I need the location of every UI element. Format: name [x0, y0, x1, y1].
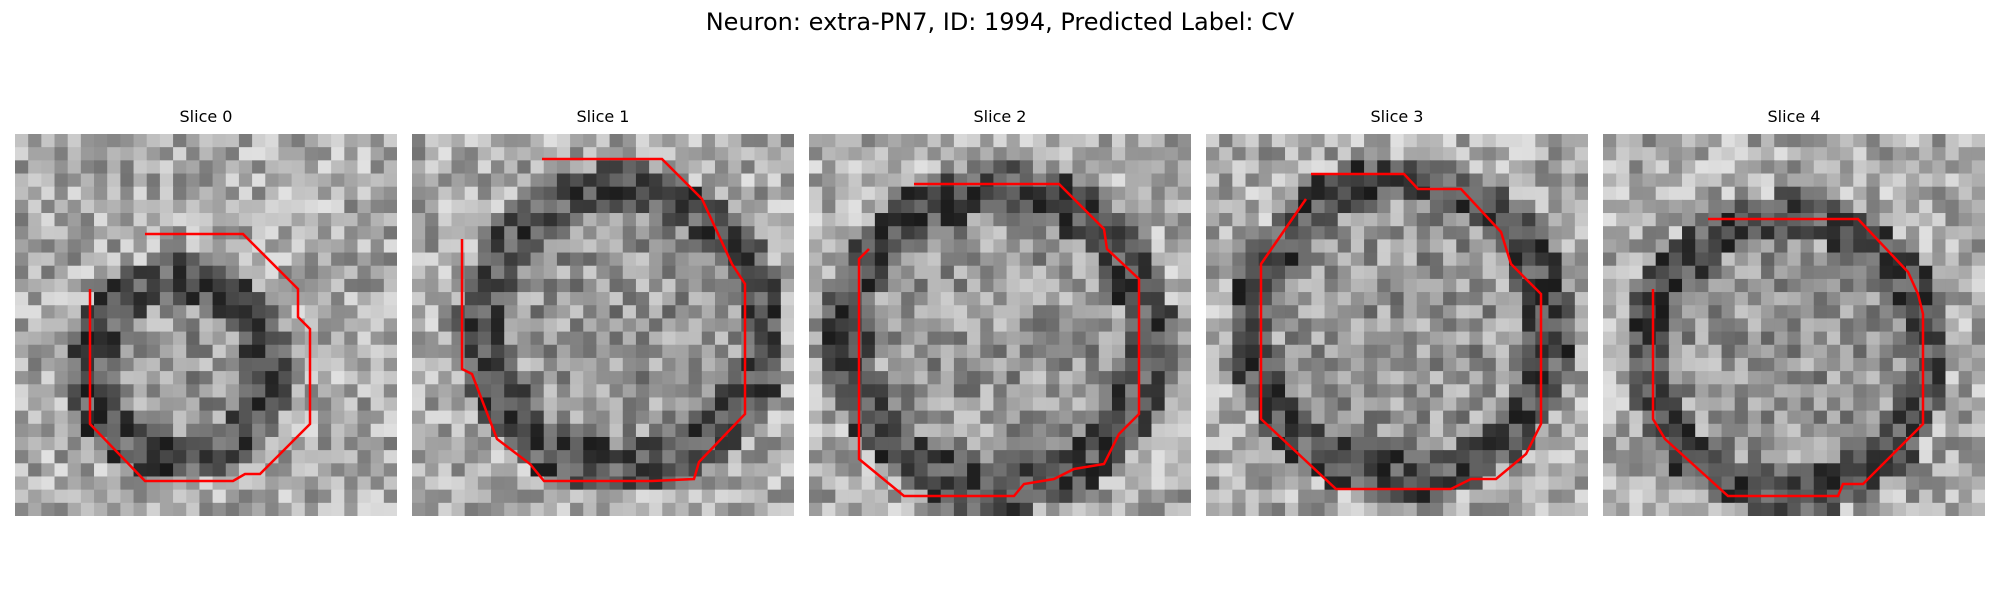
grayscale-pixel-grid: [15, 134, 397, 516]
grayscale-pixel-grid: [809, 134, 1191, 516]
segmentation-contour: [1651, 217, 1925, 498]
slice-image: [809, 134, 1191, 516]
slice-image: [1603, 134, 1985, 516]
slice-panel-2: Slice 2: [809, 106, 1191, 518]
segmentation-contour: [460, 157, 747, 483]
slice-panel-0: Slice 0: [15, 106, 397, 518]
segmentation-contour: [1259, 172, 1543, 491]
slice-title: Slice 1: [576, 107, 630, 126]
slice-panel-4: Slice 4: [1603, 106, 1985, 518]
slice-panel-3: Slice 3: [1206, 106, 1588, 518]
grayscale-pixel-grid: [1206, 134, 1588, 516]
slice-title: Slice 3: [1370, 107, 1424, 126]
segmentation-contour: [88, 232, 312, 483]
grayscale-pixel-grid: [412, 134, 794, 516]
segmentation-contour: [857, 182, 1141, 498]
slice-image: [15, 134, 397, 516]
grayscale-pixel-grid: [1603, 134, 1985, 516]
figure-title: Neuron: extra-PN7, ID: 1994, Predicted L…: [705, 8, 1295, 36]
slice-title: Slice 4: [1767, 107, 1821, 126]
slice-panel-1: Slice 1: [412, 106, 794, 518]
slice-image: [412, 134, 794, 516]
slice-title: Slice 2: [973, 107, 1027, 126]
slice-title: Slice 0: [179, 107, 233, 126]
slice-image: [1206, 134, 1588, 516]
